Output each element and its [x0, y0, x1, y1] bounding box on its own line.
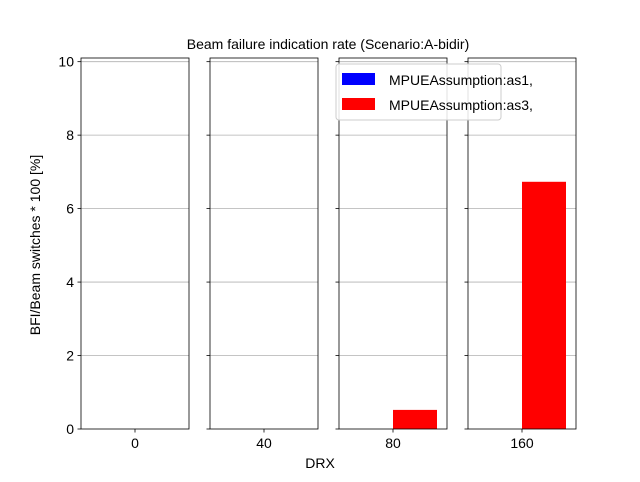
y-tick-label: 6 [66, 201, 74, 217]
legend-swatch-0 [342, 73, 375, 85]
bar-80-series-1 [393, 409, 437, 429]
panel-40: 40 [206, 57, 319, 451]
panel-160: 160 [464, 57, 577, 451]
y-tick-label: 8 [66, 127, 74, 143]
panel-frame [80, 57, 190, 430]
y-tick-label: 4 [66, 274, 74, 290]
legend: MPUEAssumption:as1, MPUEAssumption:as3, [335, 63, 533, 121]
x-tick-label: 40 [256, 435, 272, 451]
panel-0: 0 2 4 6 8 10 0 [58, 54, 190, 451]
x-tick-label: 0 [131, 435, 139, 451]
x-tick-label: 80 [385, 435, 401, 451]
x-axis-label: DRX [305, 455, 335, 471]
legend-label-1: MPUEAssumption:as3, [389, 97, 533, 113]
y-axis-label: BFI/Beam switches * 100 [%] [27, 155, 43, 336]
x-tick-label: 160 [510, 435, 534, 451]
panel-80: 80 [335, 57, 448, 451]
chart-panels: 0 2 4 6 8 10 0 40 80 160 [58, 54, 577, 451]
y-tick-label: 10 [58, 54, 74, 70]
legend-swatch-1 [342, 98, 375, 110]
bar-160-series-1 [522, 181, 566, 429]
legend-label-0: MPUEAssumption:as1, [389, 72, 533, 88]
chart-title: Beam failure indication rate (Scenario:A… [187, 36, 469, 52]
y-tick-label: 0 [66, 421, 74, 437]
panel-frame [209, 57, 319, 430]
y-tick-label: 2 [66, 348, 74, 364]
legend-frame [335, 63, 502, 121]
